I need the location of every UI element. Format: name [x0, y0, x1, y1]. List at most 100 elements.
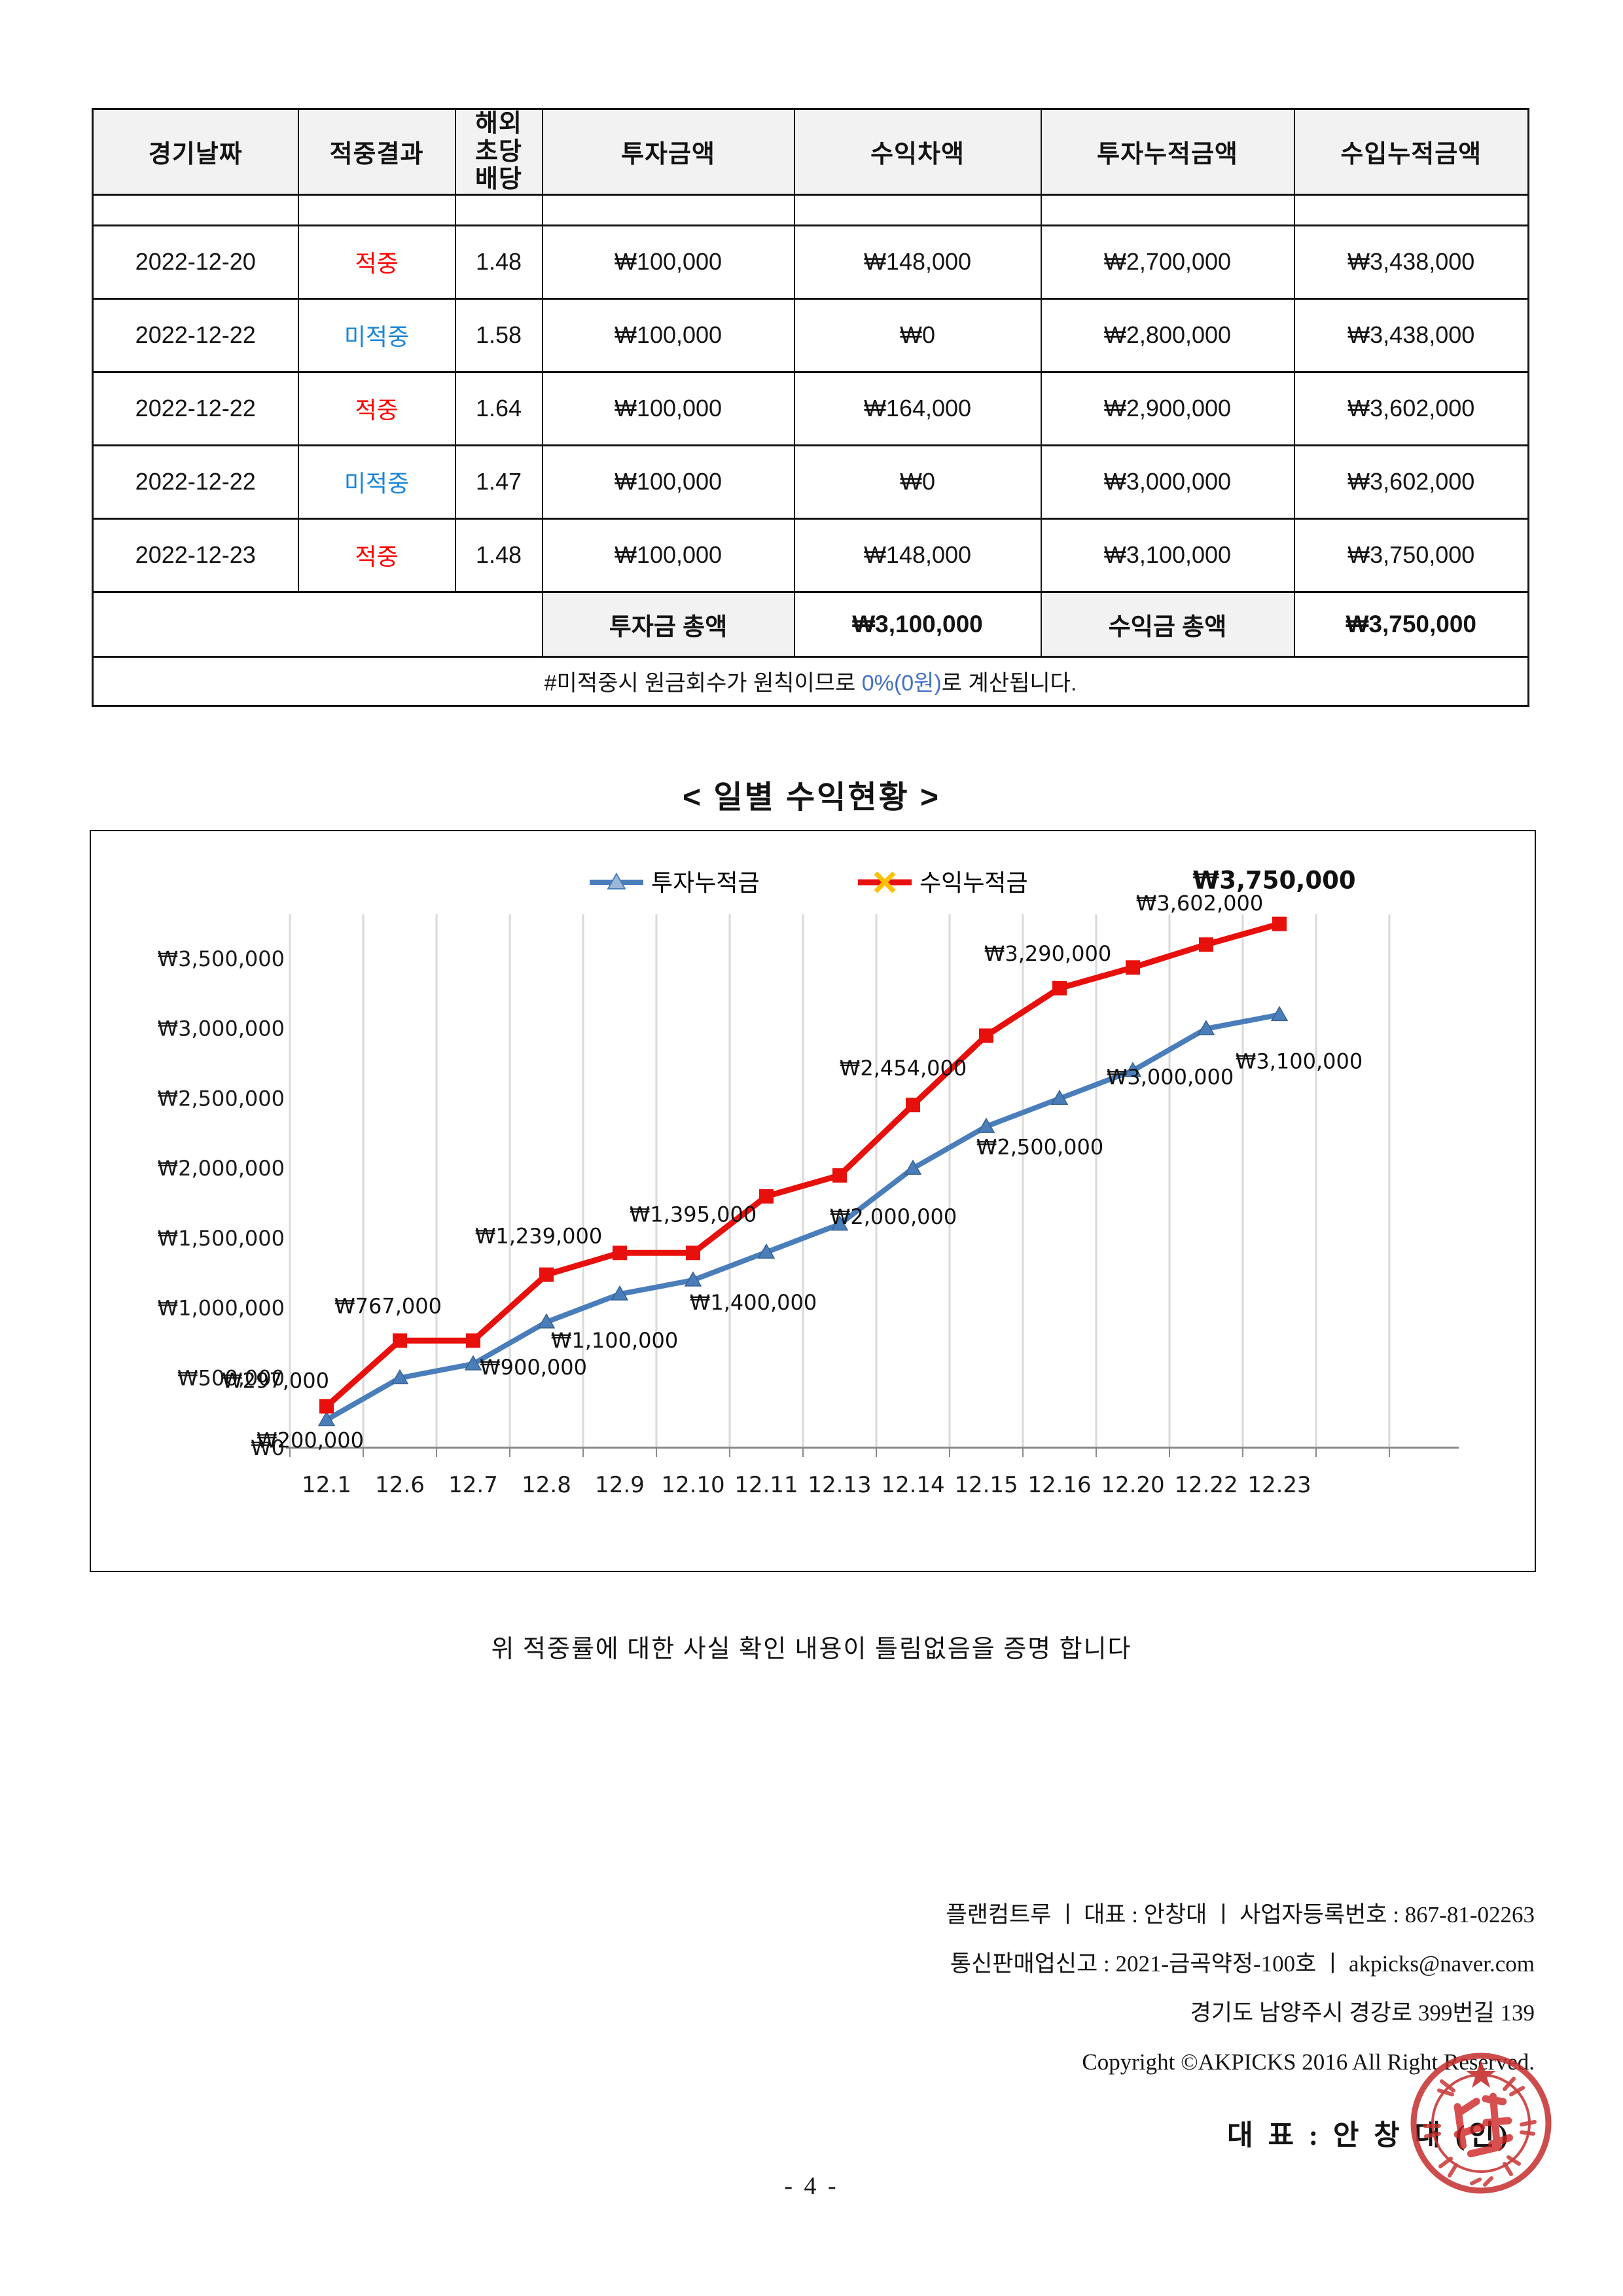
- hit-result: 적중: [297, 370, 456, 446]
- y-axis-label: ₩1,500,000: [158, 1226, 285, 1251]
- x-axis-label: 12.11: [734, 1472, 798, 1498]
- data-label: ₩767,000: [334, 1293, 442, 1318]
- spacer-row: [92, 193, 1529, 226]
- odds-value: 1.48: [454, 517, 543, 593]
- x-axis-label: 12.23: [1247, 1472, 1311, 1498]
- investment-point-marker: [1197, 1020, 1215, 1035]
- data-label: ₩1,100,000: [551, 1328, 679, 1353]
- totals-row: 투자금 총액 ₩3,100,000 수익금 총액 ₩3,750,000: [92, 590, 1529, 658]
- totals-income-label: 수익금 총액: [1040, 590, 1295, 658]
- col-header-income-cum: 수입누적금액: [1293, 108, 1529, 196]
- col-header-date: 경기날짜: [92, 108, 299, 196]
- profit-amount: ₩148,000: [793, 517, 1042, 593]
- data-label: ₩3,750,000: [1192, 867, 1355, 895]
- income-cumulative: ₩3,438,000: [1293, 297, 1529, 373]
- col-header-result: 적중결과: [297, 108, 456, 196]
- certification-statement: 위 적중률에 대한 사실 확인 내용이 틀림없음을 증명 합니다: [491, 1636, 1132, 1663]
- legend-x-marker-icon: [874, 871, 896, 893]
- income-point-marker: [393, 1333, 407, 1348]
- investment-point-marker: [391, 1369, 409, 1385]
- investment-point-marker: [977, 1117, 995, 1133]
- table-row: 2022-12-20 적중 1.48 ₩100,000 ₩148,000 ₩2,700,0…: [92, 224, 1529, 300]
- odds-value: 1.64: [454, 370, 543, 446]
- invest-amount: ₩100,000: [541, 517, 795, 593]
- seal-star-icon: [1466, 2060, 1496, 2088]
- legend-investment-label: 투자누적금: [651, 869, 760, 896]
- record-table: 경기날짜 적중결과 해외 초당 배당 투자금액 수익차액 투자누적금액 수입누적…: [92, 108, 1529, 707]
- note-row: #미적중시 원금회수가 원칙이므로 0%(0원)로 계산됩니다.: [92, 655, 1529, 707]
- col-header-invest-cum: 투자누적금액: [1040, 108, 1295, 196]
- chart-title: < 일별 수익현황 >: [682, 780, 941, 815]
- investment-point-marker: [537, 1313, 556, 1329]
- y-axis-label: ₩3,000,000: [158, 1016, 285, 1041]
- investment-point-marker: [830, 1215, 849, 1231]
- x-axis-label: 12.6: [375, 1472, 425, 1498]
- income-point-marker: [613, 1246, 627, 1261]
- data-label: ₩900,000: [480, 1355, 587, 1380]
- hit-result: 적중: [297, 224, 456, 300]
- odds-value: 1.48: [454, 224, 543, 300]
- spacer-cell: [541, 193, 795, 226]
- data-label: ₩297,000: [222, 1369, 329, 1393]
- record-table-body: 2022-12-20 적중 1.48 ₩100,000 ₩148,000 ₩2,700,0…: [92, 193, 1529, 707]
- hit-result: 미적중: [297, 297, 456, 373]
- footer-address-line: 경기도 남양주시 경강로 399번길 139: [1190, 2000, 1535, 2026]
- income-cumulative: ₩3,438,000: [1293, 224, 1529, 300]
- y-axis-label: ₩0: [251, 1435, 285, 1460]
- note-highlight: 0%(0원): [861, 671, 942, 696]
- invest-cumulative: ₩2,900,000: [1040, 370, 1295, 446]
- y-axis-label: ₩1,000,000: [158, 1296, 285, 1321]
- invest-amount: ₩100,000: [541, 444, 795, 520]
- x-axis-label: 12.7: [448, 1472, 498, 1498]
- spacer-cell: [297, 193, 456, 226]
- income-point-marker: [539, 1267, 554, 1282]
- company-seal-stamp: [1410, 2053, 1552, 2194]
- profit-amount: ₩148,000: [793, 224, 1042, 300]
- investment-point-marker: [757, 1243, 776, 1259]
- data-label: ₩2,454,000: [840, 1056, 967, 1081]
- game-date: 2022-12-23: [92, 517, 299, 593]
- spacer-cell: [92, 193, 299, 226]
- col-header-odds: 해외 초당 배당: [454, 108, 543, 196]
- col-header-profit: 수익차액: [793, 108, 1042, 196]
- spacer-cell: [1293, 193, 1529, 226]
- data-label: ₩2,500,000: [976, 1134, 1104, 1159]
- data-label: ₩200,000: [257, 1427, 364, 1452]
- series-investment-line: [324, 1012, 1282, 1423]
- footer-company-line: 플랜컴트루 ㅣ 대표 : 안창대 ㅣ 사업자등록번호 : 867-81-0226…: [946, 1902, 1535, 1928]
- x-axis-label: 12.14: [881, 1472, 944, 1498]
- spacer-cell: [454, 193, 543, 226]
- totals-income-value: ₩3,750,000: [1293, 590, 1529, 658]
- company-footer: 플랜컴트루 ㅣ 대표 : 안창대 ㅣ 사업자등록번호 : 867-81-0226…: [946, 1890, 1535, 2087]
- income-point-marker: [466, 1333, 480, 1348]
- x-axis-label: 12.20: [1101, 1472, 1164, 1498]
- invest-cumulative: ₩3,000,000: [1040, 444, 1295, 520]
- data-label: ₩3,602,000: [1136, 891, 1264, 916]
- page-number: - 4 -: [784, 2172, 839, 2200]
- game-date: 2022-12-22: [92, 444, 299, 520]
- table-row: 2022-12-22 적중 1.64 ₩100,000 ₩164,000 ₩2,900,0…: [92, 370, 1529, 446]
- record-table-header-row: 경기날짜 적중결과 해외 초당 배당 투자금액 수익차액 투자누적금액 수입누적…: [92, 108, 1529, 196]
- odds-value: 1.47: [454, 444, 543, 520]
- invest-cumulative: ₩2,800,000: [1040, 297, 1295, 373]
- x-axis-label: 12.13: [808, 1472, 871, 1498]
- y-axis-label: ₩2,500,000: [158, 1086, 285, 1111]
- investment-point-marker: [1270, 1005, 1289, 1022]
- income-cumulative: ₩3,750,000: [1293, 517, 1529, 593]
- income-cumulative: ₩3,602,000: [1293, 370, 1529, 446]
- table-row: 2022-12-23 적중 1.48 ₩100,000 ₩148,000 ₩3,100,0…: [92, 517, 1529, 593]
- investment-point-marker: [317, 1410, 336, 1427]
- income-point-marker: [1126, 960, 1140, 975]
- data-label: ₩2,000,000: [830, 1204, 957, 1229]
- hit-result: 적중: [297, 517, 456, 593]
- x-axis-label: 12.1: [302, 1472, 351, 1498]
- investment-point-marker: [1124, 1062, 1142, 1077]
- seal-ring-glyphs: [1423, 2077, 1537, 2187]
- x-axis-label: 12.16: [1027, 1472, 1091, 1498]
- income-point-marker: [1052, 980, 1067, 996]
- x-axis-label: 12.10: [661, 1472, 724, 1498]
- invest-amount: ₩100,000: [541, 297, 795, 373]
- investment-point-marker: [464, 1355, 482, 1371]
- investment-point-marker: [611, 1285, 629, 1300]
